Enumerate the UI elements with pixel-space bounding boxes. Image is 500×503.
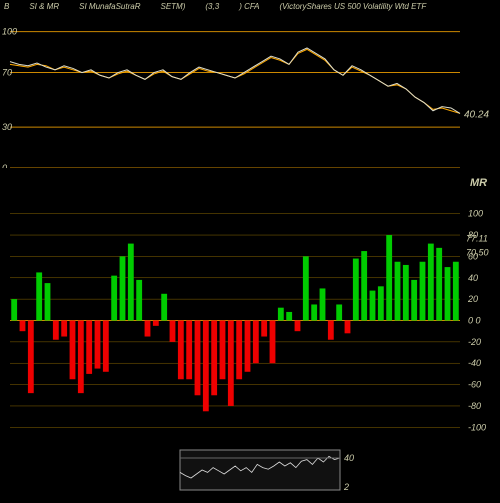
hdr-cfa: ) CFA	[239, 2, 259, 11]
hdr-b: B	[4, 2, 9, 11]
svg-text:100: 100	[468, 209, 483, 219]
hdr-simr: SI & MR	[29, 2, 59, 11]
svg-text:2: 2	[343, 482, 349, 492]
hdr-name: (VictoryShares US 500 Volatility Wtd ETF	[279, 2, 426, 11]
hdr-setm: SETM)	[161, 2, 186, 11]
hdr-munafa: SI MunafaSutraR	[79, 2, 140, 11]
svg-text:70.50: 70.50	[466, 248, 489, 258]
svg-text:40: 40	[468, 273, 478, 283]
svg-text:-80: -80	[468, 401, 481, 411]
svg-text:40: 40	[344, 453, 354, 463]
svg-text:20: 20	[467, 294, 478, 304]
svg-text:-60: -60	[468, 380, 481, 390]
svg-text:40.24: 40.24	[464, 109, 489, 120]
svg-text:77.11: 77.11	[466, 233, 488, 243]
header-bar: B SI & MR SI MunafaSutraR SETM) (3,3 ) C…	[0, 0, 500, 13]
svg-text:70: 70	[2, 68, 12, 78]
mini-chart: 40 2	[0, 448, 500, 503]
svg-text:MR: MR	[470, 177, 487, 189]
svg-text:30: 30	[2, 122, 12, 132]
svg-text:-100: -100	[468, 422, 486, 432]
hdr-ratio: (3,3	[205, 2, 219, 11]
svg-text:100: 100	[2, 27, 17, 37]
svg-text:-20: -20	[468, 337, 481, 347]
top-rsi-chart: 0307010040.24	[0, 13, 500, 168]
svg-text:0 0: 0 0	[468, 316, 481, 326]
svg-text:-40: -40	[468, 358, 481, 368]
mr-bar-chart: -100-80-60-40-200 020406080100MR77.1170.…	[0, 168, 500, 448]
